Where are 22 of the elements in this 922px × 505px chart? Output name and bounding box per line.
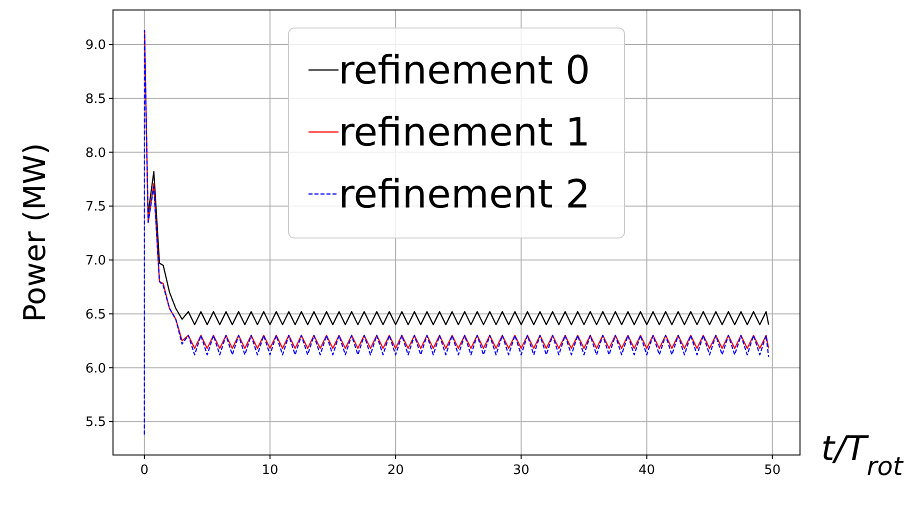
x-tick-label: 40	[638, 463, 656, 478]
x-tick-label: 20	[387, 463, 404, 478]
y-tick-label: 8.0	[85, 146, 106, 161]
y-tick-label: 8.5	[85, 92, 106, 107]
x-tick-label: 50	[764, 463, 781, 478]
legend-label: refinement 1	[338, 110, 590, 156]
line-series	[144, 30, 770, 436]
y-tick-label: 6.0	[85, 361, 106, 376]
line-series	[144, 30, 770, 349]
x-tick-label: 30	[512, 463, 530, 478]
legend-label: refinement 2	[338, 172, 590, 218]
y-tick-label: 7.5	[85, 200, 106, 215]
x-axis-title: t/T$_{rot}$	[821, 429, 904, 482]
y-tick-label: 6.5	[85, 307, 106, 322]
line-series	[148, 171, 770, 326]
x-tick-label: 10	[262, 463, 278, 478]
y-axis-title: Power (MW)	[18, 142, 53, 322]
y-tick-label: 7.0	[85, 254, 106, 269]
y-tick-label: 5.5	[85, 415, 106, 430]
legend-label: refinement 0	[338, 48, 590, 94]
y-tick-label: 9.0	[85, 38, 106, 54]
x-tick-label: 0	[140, 463, 149, 478]
